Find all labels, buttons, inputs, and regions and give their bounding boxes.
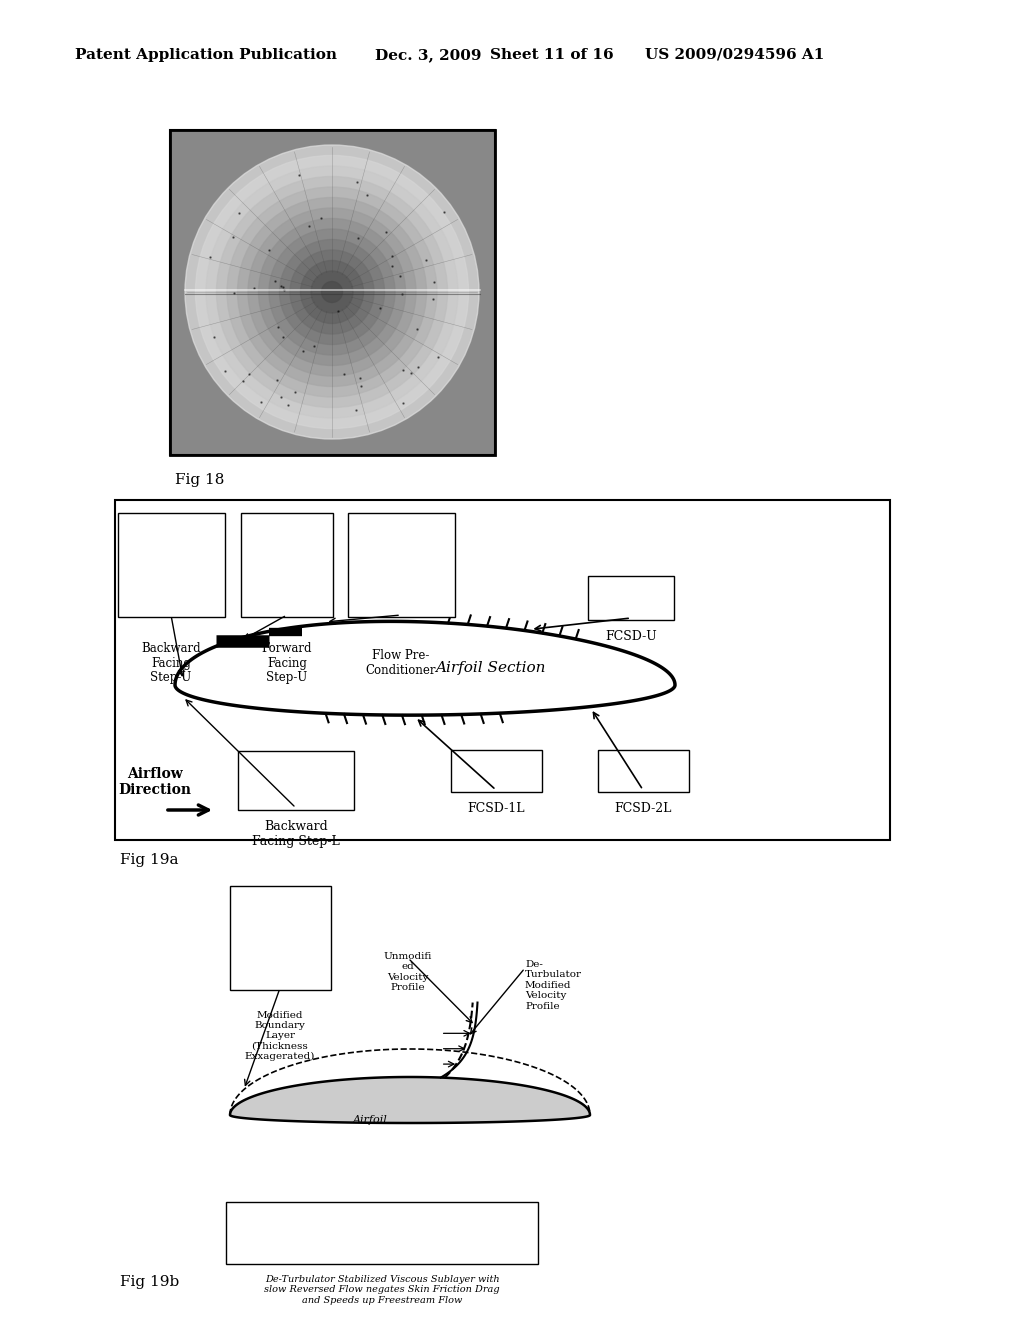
Text: Backward
Facing
Step-U: Backward Facing Step-U xyxy=(141,642,201,685)
FancyBboxPatch shape xyxy=(588,576,674,620)
Text: Airflow
Direction: Airflow Direction xyxy=(119,767,191,797)
Circle shape xyxy=(311,271,353,313)
FancyArrowPatch shape xyxy=(168,805,208,814)
Circle shape xyxy=(258,219,406,366)
Text: De-Turbulator Stabilized Viscous Sublayer with
slow Reversed Flow negates Skin F: De-Turbulator Stabilized Viscous Sublaye… xyxy=(264,1275,500,1305)
Circle shape xyxy=(322,281,342,302)
Text: FCSD-U: FCSD-U xyxy=(605,631,656,644)
Bar xyxy=(115,500,890,840)
Polygon shape xyxy=(230,1077,590,1123)
Circle shape xyxy=(238,198,427,387)
FancyBboxPatch shape xyxy=(238,751,354,810)
Circle shape xyxy=(300,260,364,323)
Polygon shape xyxy=(175,622,675,715)
Circle shape xyxy=(196,156,469,429)
Text: Unmodifi
ed
Velocity
Profile: Unmodifi ed Velocity Profile xyxy=(384,952,432,993)
Text: Sheet 11 of 16: Sheet 11 of 16 xyxy=(490,48,613,62)
FancyBboxPatch shape xyxy=(241,513,333,616)
Text: Fig 19b: Fig 19b xyxy=(120,1275,179,1290)
Text: FCSD-2L: FCSD-2L xyxy=(614,801,672,814)
Text: Fig 18: Fig 18 xyxy=(175,473,224,487)
Text: Airfoil Section: Airfoil Section xyxy=(435,661,545,675)
Text: Flow Pre-
Conditioner: Flow Pre- Conditioner xyxy=(366,649,436,677)
Text: FCSD-1L: FCSD-1L xyxy=(467,801,524,814)
Text: Backward
Facing Step-L: Backward Facing Step-L xyxy=(252,820,340,847)
Text: US 2009/0294596 A1: US 2009/0294596 A1 xyxy=(645,48,824,62)
FancyBboxPatch shape xyxy=(451,750,542,792)
Text: Dec. 3, 2009: Dec. 3, 2009 xyxy=(375,48,481,62)
Bar xyxy=(170,129,495,455)
Circle shape xyxy=(280,239,384,345)
Text: Patent Application Publication: Patent Application Publication xyxy=(75,48,337,62)
Bar xyxy=(170,129,495,455)
Circle shape xyxy=(206,166,458,418)
FancyBboxPatch shape xyxy=(118,513,225,616)
FancyBboxPatch shape xyxy=(348,513,455,616)
FancyBboxPatch shape xyxy=(598,750,689,792)
Circle shape xyxy=(216,177,447,408)
FancyBboxPatch shape xyxy=(226,1203,538,1265)
FancyBboxPatch shape xyxy=(230,886,331,990)
Text: Modified
Boundary
Layer
(Thickness
Exxagerated): Modified Boundary Layer (Thickness Exxag… xyxy=(245,1011,315,1061)
Circle shape xyxy=(227,187,437,397)
Circle shape xyxy=(185,145,479,440)
Circle shape xyxy=(248,209,416,376)
Text: Fig 19a: Fig 19a xyxy=(120,853,178,867)
Text: De-
Turbulator
Modified
Velocity
Profile: De- Turbulator Modified Velocity Profile xyxy=(525,960,582,1011)
Circle shape xyxy=(290,249,374,334)
Text: Forward
Facing
Step-U: Forward Facing Step-U xyxy=(262,642,312,685)
Text: Airfoil: Airfoil xyxy=(352,1115,387,1125)
Circle shape xyxy=(269,228,395,355)
